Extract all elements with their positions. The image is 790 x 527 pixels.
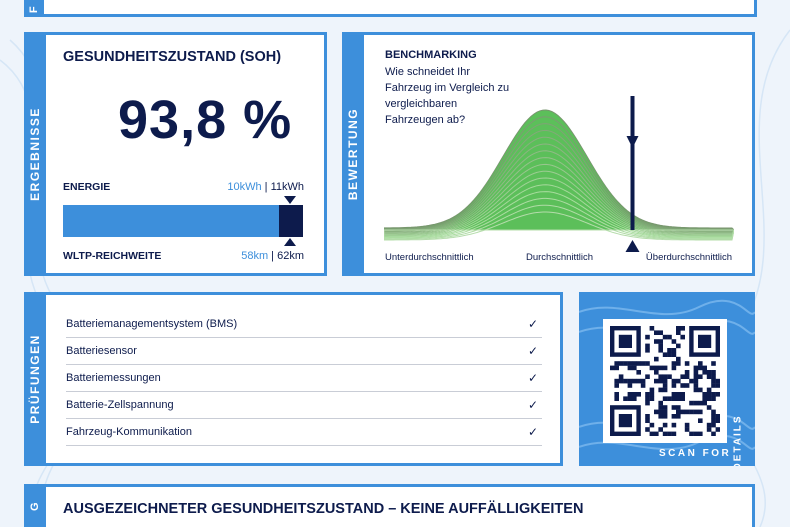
bell-curve-layer — [384, 184, 734, 238]
check-item-label: Fahrzeug-Kommunikation — [66, 426, 192, 438]
check-item: Batteriemanagementsystem (BMS) ✓ — [66, 311, 542, 338]
check-item-label: Batterie-Zellspannung — [66, 399, 174, 411]
benchmark-marker-arrow — [626, 136, 639, 148]
rating-tab: BEWERTUNG — [342, 32, 364, 276]
bell-curve-layer — [384, 123, 734, 231]
check-icon: ✓ — [527, 371, 538, 385]
soh-card: GESUNDHEITSZUSTAND (SOH) 93,8 % ENERGIE … — [46, 32, 327, 276]
top-card — [44, 0, 757, 17]
check-item: Fahrzeug-Kommunikation ✓ — [66, 419, 542, 446]
range-label: WLTP-REICHWEITE — [63, 250, 162, 262]
checks-card — [46, 292, 563, 466]
qr-card: SCAN FOR DETAILS — [579, 292, 755, 466]
energy-values: 10kWh | 11kWh — [227, 181, 304, 193]
qr-code-frame — [603, 319, 727, 443]
range-current: 58km — [241, 250, 269, 262]
bell-curve-layer — [384, 109, 734, 231]
benchmark-card: BENCHMARKING Wie schneidet Ihr Fahrzeug … — [364, 32, 755, 276]
soh-value: 93,8 % — [118, 90, 293, 150]
bell-curve-layer — [384, 163, 734, 235]
check-item-label: Batteriemanagementsystem (BMS) — [66, 318, 238, 330]
bottom-section-tab: G — [24, 484, 46, 527]
check-item-label: Batteriesensor — [66, 345, 137, 357]
bell-curve-layer — [384, 170, 734, 236]
bell-curve-layer — [384, 211, 734, 241]
soh-bar-fill — [63, 205, 279, 237]
bell-curve-layer — [384, 204, 734, 240]
energy-current: 10kWh — [227, 181, 262, 193]
verdict-card: AUSGEZEICHNETER GESUNDHEITSZUSTAND – KEI… — [46, 484, 755, 527]
soh-bar — [63, 205, 303, 237]
bell-curve-layer — [384, 150, 734, 234]
checks-tab: PRÜFUNGEN — [24, 292, 46, 466]
energy-marker-top — [284, 196, 296, 204]
bell-curve-layer — [384, 197, 734, 239]
bell-curve-layer — [384, 136, 734, 232]
benchmark-question: Wie schneidet Ihr Fahrzeug im Vergleich … — [385, 66, 510, 126]
range-values: 58km | 62km — [241, 250, 304, 262]
soh-title: GESUNDHEITSZUSTAND (SOH) — [63, 49, 282, 65]
verdict-title: AUSGEZEICHNETER GESUNDHEITSZUSTAND – KEI… — [63, 501, 584, 517]
bell-curve-layer — [384, 116, 734, 231]
qr-code-icon[interactable] — [610, 326, 721, 437]
check-item: Batteriesensor ✓ — [66, 338, 542, 365]
check-icon: ✓ — [527, 398, 538, 412]
benchmark-title: BENCHMARKING — [385, 49, 477, 61]
check-icon: ✓ — [527, 425, 538, 439]
benchmark-curve — [384, 96, 734, 252]
qr-caption: SCAN FOR — [659, 448, 732, 459]
label-above-average: Überdurchschnittlich — [645, 252, 732, 263]
energy-label: ENERGIE — [63, 181, 111, 193]
results-tab: ERGEBNISSE — [24, 32, 46, 276]
range-marker-bottom — [284, 238, 296, 246]
bell-curve-layer — [384, 143, 734, 233]
check-icon: ✓ — [527, 344, 538, 358]
check-item: Batterie-Zellspannung ✓ — [66, 392, 542, 419]
bell-curve-layer — [384, 191, 734, 239]
qr-caption-vertical: DETAILS — [732, 413, 744, 466]
top-section-tab: F — [24, 0, 44, 17]
label-average: Durchschnittlich — [526, 252, 594, 263]
energy-total: 11kWh — [270, 181, 304, 193]
check-icon: ✓ — [527, 317, 538, 331]
check-item-label: Batteriemessungen — [66, 372, 161, 384]
range-total: 62km — [277, 250, 304, 262]
label-below-average: Unterdurchschnittlich — [385, 252, 474, 263]
check-item: Batteriemessungen ✓ — [66, 365, 542, 392]
bell-curve-layer — [384, 177, 734, 237]
benchmark-marker-triangle — [625, 240, 640, 252]
